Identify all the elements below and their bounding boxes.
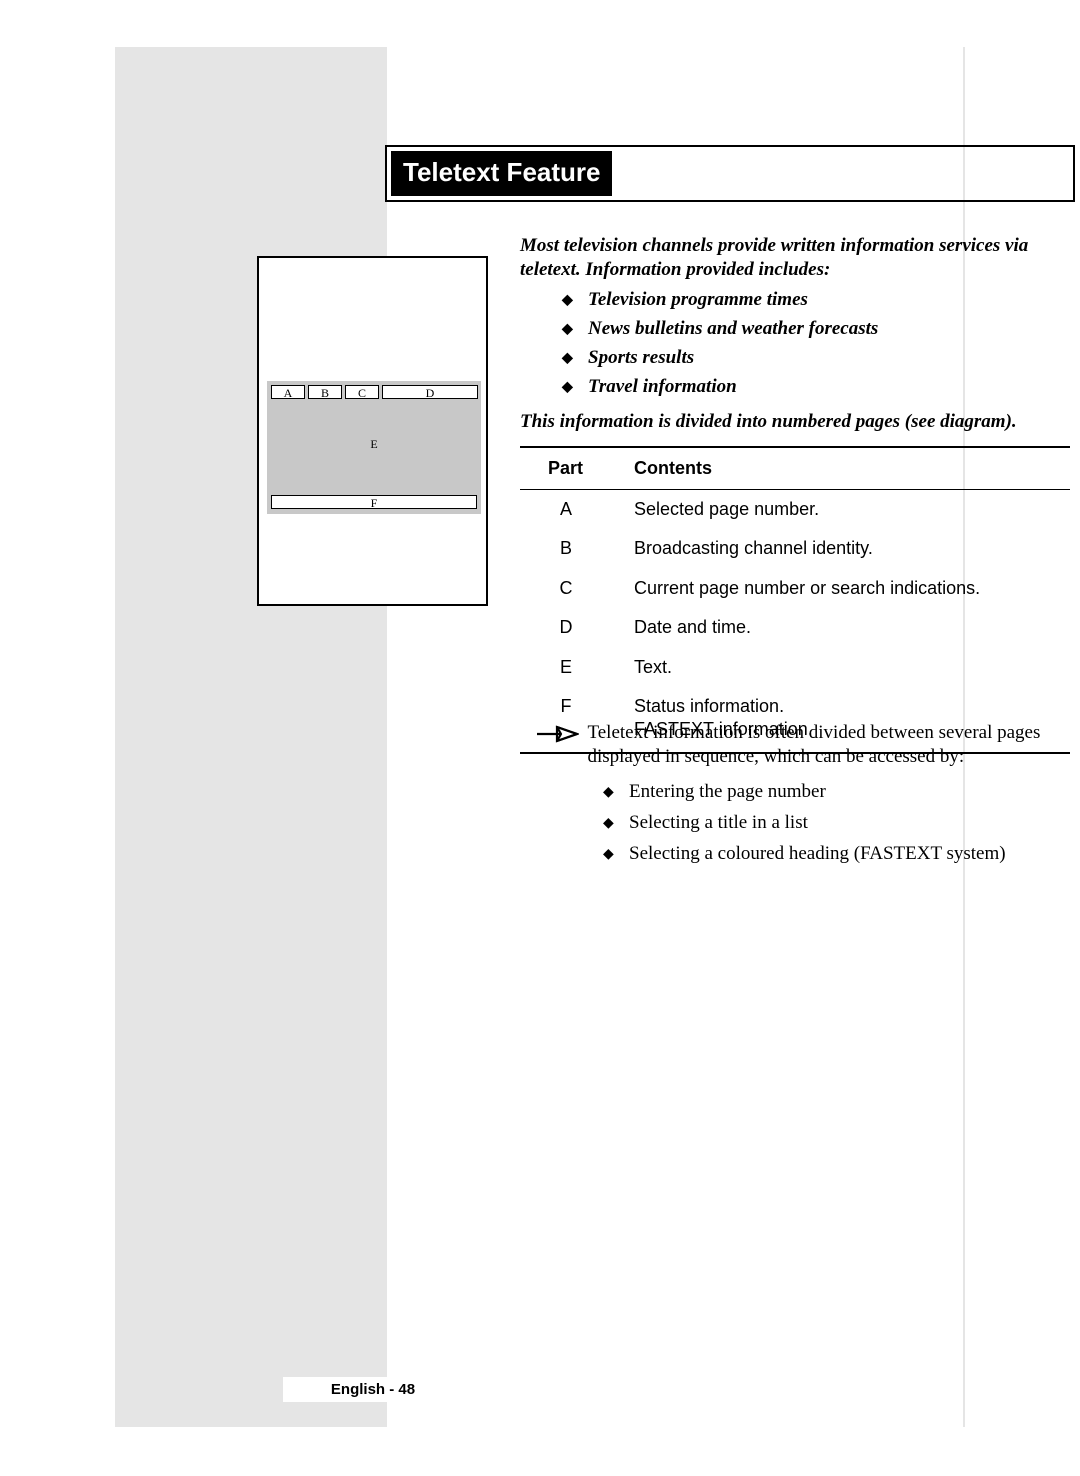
intro-bullet: Travel information (562, 376, 1062, 398)
table-cell-part: D (520, 608, 634, 647)
note-lead-text: Teletext information is often divided be… (587, 721, 1067, 769)
table-cell-contents: Selected page number. (634, 490, 1070, 530)
diagram-part-f: F (271, 495, 477, 509)
page-title: Teletext Feature (391, 151, 612, 196)
table-cell-contents: Broadcasting channel identity. (634, 529, 1070, 568)
note-sublist-item: Selecting a title in a list (603, 812, 1075, 834)
table-cell-part: A (520, 490, 634, 530)
note-block: Teletext information is often divided be… (535, 721, 1075, 874)
parts-table: Part Contents A Selected page number. B … (520, 446, 1070, 754)
table-header-part: Part (520, 447, 634, 490)
diagram-part-c: C (345, 385, 379, 399)
divider-text: This information is divided into numbere… (520, 411, 1075, 433)
teletext-diagram: A B C D E F (257, 256, 488, 606)
diagram-part-a: A (271, 385, 305, 399)
note-arrow-icon (535, 721, 579, 747)
table-header-contents: Contents (634, 447, 1070, 490)
table-row: E Text. (520, 648, 1070, 687)
table-cell-part: C (520, 569, 634, 608)
diagram-part-e: E (267, 437, 481, 452)
note-sublist: Entering the page number Selecting a tit… (603, 781, 1075, 865)
table-row: A Selected page number. (520, 490, 1070, 530)
diagram-part-d: D (382, 385, 478, 399)
diagram-part-b: B (308, 385, 342, 399)
page-footer: English - 48 (283, 1377, 463, 1402)
note-sublist-item: Entering the page number (603, 781, 1075, 803)
table-cell-contents: Text. (634, 648, 1070, 687)
table-cell-part: E (520, 648, 634, 687)
intro-bullet-list: Television programme times News bulletin… (562, 289, 1062, 405)
table-cell-contents: Date and time. (634, 608, 1070, 647)
intro-bullet: Television programme times (562, 289, 1062, 311)
table-cell-contents: Current page number or search indication… (634, 569, 1070, 608)
note-sublist-item: Selecting a coloured heading (FASTEXT sy… (603, 843, 1075, 865)
table-row: D Date and time. (520, 608, 1070, 647)
table-row: C Current page number or search indicati… (520, 569, 1070, 608)
intro-text: Most television channels provide written… (520, 234, 1065, 282)
intro-bullet: Sports results (562, 347, 1062, 369)
table-cell-part: B (520, 529, 634, 568)
title-bar: Teletext Feature (385, 145, 1075, 202)
diagram-gray-area: A B C D E F (267, 381, 481, 514)
intro-bullet: News bulletins and weather forecasts (562, 318, 1062, 340)
table-row: B Broadcasting channel identity. (520, 529, 1070, 568)
page-frame: Teletext Feature A B C D E F Most televi… (115, 47, 965, 1427)
